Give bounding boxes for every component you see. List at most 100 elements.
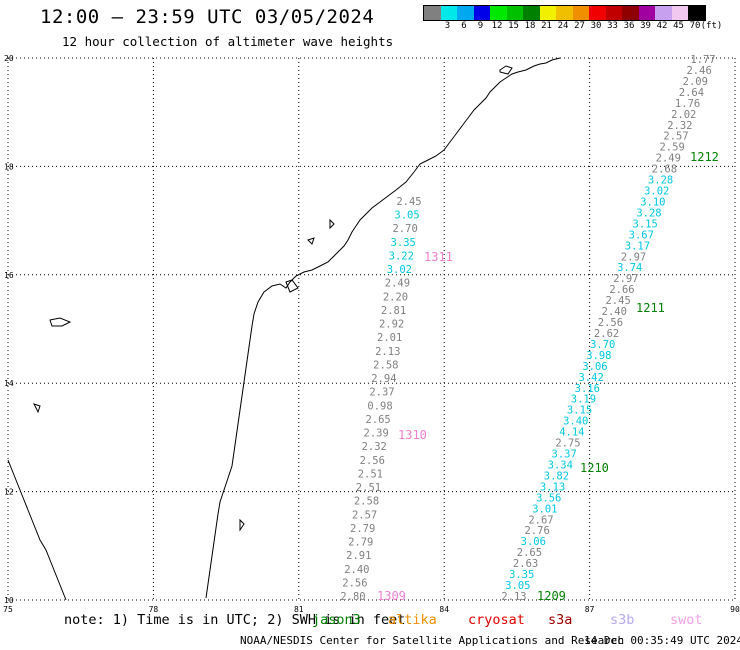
color-scale-tick: 42 bbox=[656, 21, 668, 31]
pass-label: 1212 bbox=[690, 150, 719, 164]
island-2 bbox=[307, 237, 315, 245]
wave-height-reading: 3.16 bbox=[575, 383, 600, 395]
track-1212-readings: 1.772.462.092.641.762.022.322.572.592.49… bbox=[501, 54, 715, 603]
color-swatch bbox=[655, 6, 672, 20]
wave-height-reading: 2.20 bbox=[383, 291, 408, 303]
wave-height-reading: 3.34 bbox=[548, 459, 573, 471]
wave-height-reading: 3.28 bbox=[636, 207, 661, 219]
color-scale-tick: 36 bbox=[623, 21, 635, 31]
wave-height-reading: 2.40 bbox=[602, 306, 627, 318]
legend-item-cryosat: cryosat bbox=[468, 612, 525, 628]
pass-label: 1311 bbox=[424, 250, 453, 264]
pass-label: 1211 bbox=[636, 301, 665, 315]
pass-label: 1209 bbox=[537, 589, 566, 603]
wave-height-reading: 3.82 bbox=[544, 470, 569, 482]
color-scale-tick: 24 bbox=[557, 21, 569, 31]
wave-height-reading: 2.56 bbox=[360, 455, 385, 467]
color-scale-tick: 15 bbox=[508, 21, 519, 31]
color-swatch bbox=[556, 6, 573, 20]
island-5 bbox=[33, 403, 41, 414]
wave-height-reading: 3.35 bbox=[391, 237, 416, 249]
color-swatch bbox=[638, 6, 655, 20]
color-swatch bbox=[572, 6, 589, 20]
color-swatch bbox=[622, 6, 639, 20]
color-swatch bbox=[473, 6, 490, 20]
wave-height-reading: 3.70 bbox=[590, 339, 615, 351]
wave-height-reading: 3.10 bbox=[640, 196, 665, 208]
color-scale-tick: 30 bbox=[590, 21, 602, 31]
wave-height-reading: 4.14 bbox=[559, 427, 584, 439]
lat-tick-label: 10 bbox=[4, 596, 14, 605]
wave-height-reading: 3.28 bbox=[648, 175, 673, 187]
wave-height-reading: 2.51 bbox=[358, 468, 383, 480]
color-scale-tick: 33 bbox=[607, 21, 618, 31]
lon-tick-label: 87 bbox=[585, 605, 595, 614]
lat-tick-label: 16 bbox=[4, 271, 14, 280]
color-scale-tick: 45 bbox=[673, 21, 684, 31]
legend-item-s3b: s3b bbox=[610, 612, 635, 628]
wave-height-reading: 3.15 bbox=[632, 218, 657, 230]
island-3 bbox=[329, 218, 335, 230]
footer-credit: NOAA/NESDIS Center for Satellite Applica… bbox=[240, 634, 625, 647]
wave-height-reading: 2.58 bbox=[373, 359, 398, 371]
wave-height-reading: 3.19 bbox=[571, 394, 596, 406]
track-1311-readings: 2.45 3.052.70 3.353.22 3.02 2.492.20 2.81 2.92… bbox=[340, 196, 421, 603]
wave-height-reading: 3.98 bbox=[586, 350, 611, 362]
color-scale-tick: 6 bbox=[461, 21, 467, 31]
legend-item-swot: swot bbox=[670, 612, 703, 628]
island-6 bbox=[239, 518, 245, 532]
wave-height-reading: 2.97 bbox=[613, 273, 638, 285]
color-scale-tick: 21 bbox=[541, 21, 552, 31]
wave-height-reading: 2.01 bbox=[377, 332, 402, 344]
wave-height-reading: 2.94 bbox=[371, 373, 396, 385]
island-7 bbox=[285, 279, 299, 293]
wave-height-reading: 3.01 bbox=[532, 503, 557, 515]
wave-height-reading: 2.49 bbox=[656, 153, 681, 165]
color-swatch bbox=[506, 6, 523, 20]
legend-item-jason3: jason3 bbox=[312, 612, 361, 628]
color-swatch bbox=[688, 6, 705, 20]
wave-height-reading: 2.56 bbox=[342, 577, 367, 589]
wave-height-reading: 2.37 bbox=[369, 387, 394, 399]
coastline-west bbox=[7, 459, 67, 601]
wave-height-reading: 2.57 bbox=[663, 131, 688, 143]
wave-height-reading: 2.32 bbox=[362, 441, 387, 453]
wave-height-reading: 2.45 bbox=[396, 196, 421, 208]
chart-subtitle: 12 hour collection of altimeter wave hei… bbox=[62, 34, 394, 49]
lon-tick-label: 90 bbox=[730, 605, 740, 614]
wave-height-reading: 2.63 bbox=[513, 558, 538, 570]
color-scale-tick: 39 bbox=[640, 21, 651, 31]
wave-height-reading: 3.17 bbox=[625, 240, 650, 252]
wave-height-reading: 2.76 bbox=[524, 525, 549, 537]
wave-height-reading: 3.05 bbox=[505, 580, 530, 592]
wave-height-reading: 1.76 bbox=[675, 98, 700, 110]
wave-height-reading: 2.02 bbox=[671, 109, 696, 121]
island-4 bbox=[49, 317, 72, 327]
lat-tick-label: 14 bbox=[4, 379, 14, 388]
wave-height-reading: 2.56 bbox=[598, 317, 623, 329]
color-scale-tick: 3 bbox=[444, 21, 451, 31]
legend-item-s3a: s3a bbox=[548, 612, 573, 628]
lon-tick-label: 81 bbox=[294, 605, 304, 614]
wave-height-reading: 2.39 bbox=[364, 428, 389, 440]
wave-height-reading: 3.02 bbox=[387, 264, 412, 276]
color-scale-tick: 18 bbox=[524, 21, 536, 31]
wave-height-reading: 3.74 bbox=[617, 262, 642, 274]
wave-height-reading: 3.05 bbox=[394, 210, 419, 222]
lon-tick-label: 75 bbox=[3, 605, 13, 614]
wave-height-reading: 2.59 bbox=[659, 142, 684, 154]
wave-height-reading: 2.70 bbox=[392, 223, 417, 235]
wave-height-reading: 3.15 bbox=[567, 405, 592, 417]
color-swatch bbox=[440, 6, 457, 20]
color-scale-tick: 70 bbox=[689, 21, 701, 31]
lat-tick-label: 20 bbox=[4, 54, 14, 63]
color-scale-tick: 12 bbox=[491, 21, 503, 31]
color-scale-bar bbox=[423, 5, 706, 21]
color-swatch bbox=[589, 6, 606, 20]
wave-height-reading: 2.51 bbox=[356, 482, 381, 494]
wave-height-reading: 2.67 bbox=[528, 514, 553, 526]
wave-height-reading: 3.06 bbox=[582, 361, 607, 373]
wave-height-reading: 3.06 bbox=[521, 536, 546, 548]
wave-height-reading: 2.57 bbox=[352, 509, 377, 521]
